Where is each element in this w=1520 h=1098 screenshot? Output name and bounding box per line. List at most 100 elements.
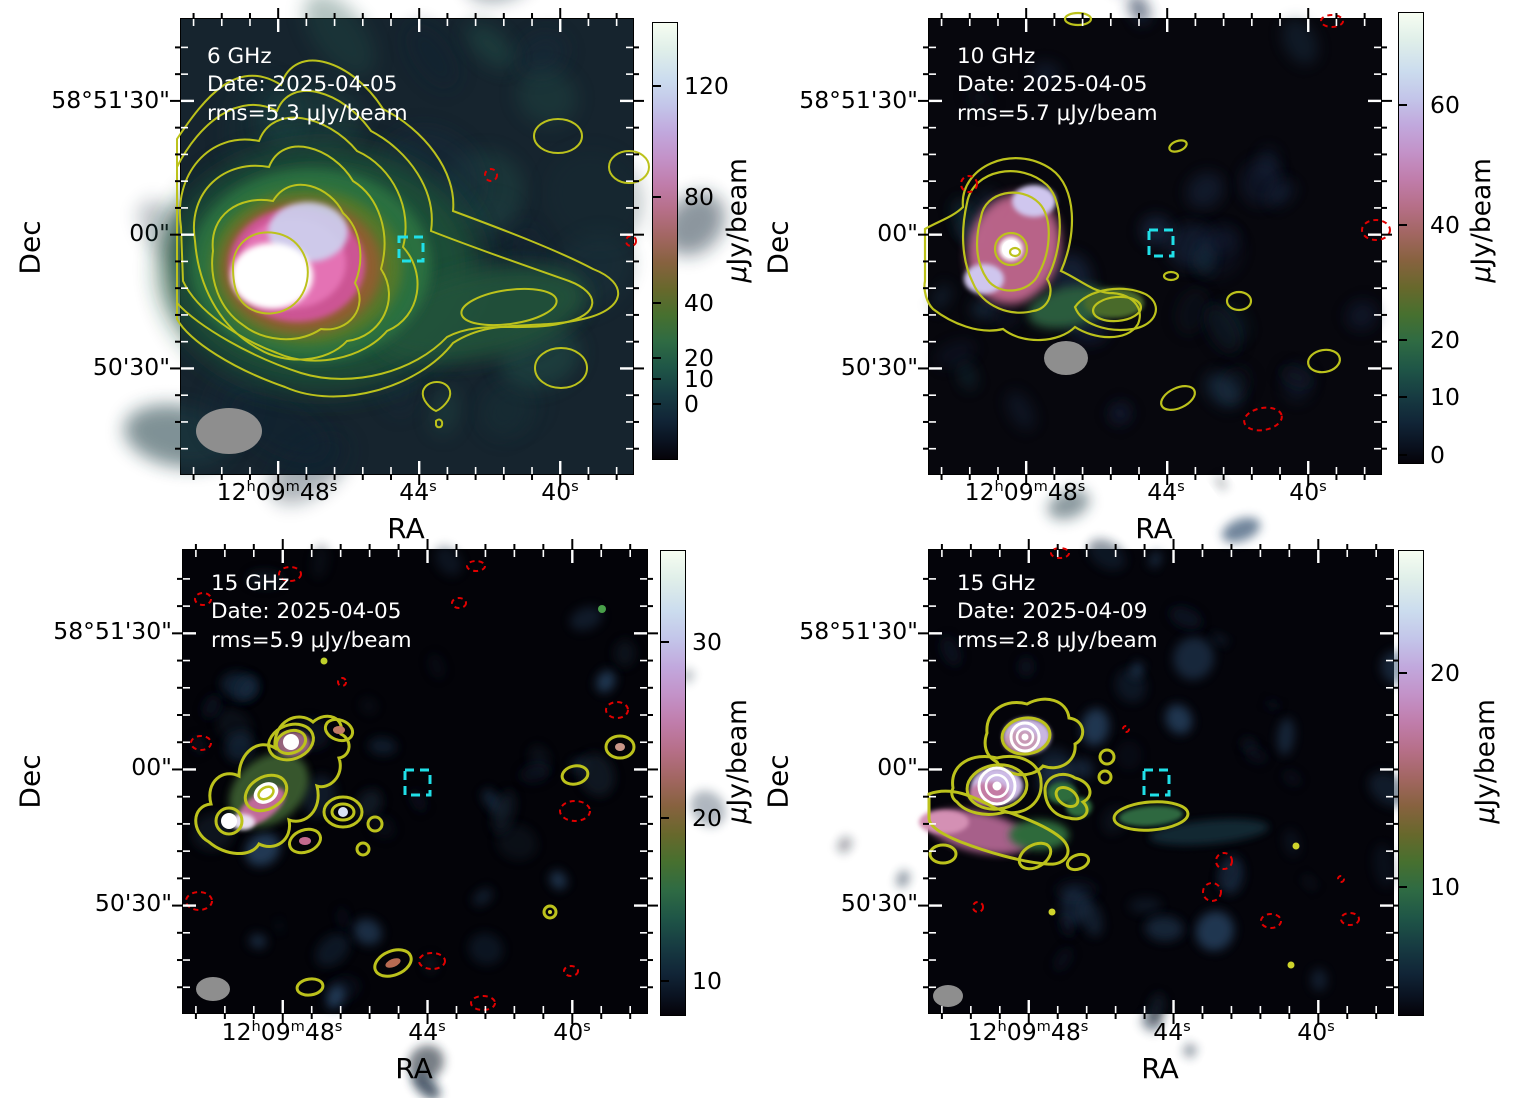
panel-15ghz-apr09: Dec 58°51'30" 00" 50'30" bbox=[760, 475, 1520, 1098]
radio-map-15ghz-apr09-image bbox=[837, 475, 1417, 1058]
frequency-label: 15 GHz bbox=[957, 571, 1036, 596]
y-tick-label: 58°51'30" bbox=[51, 86, 170, 114]
sky-map-10ghz: 10 GHz Date: 2025-04-05 rms=5.7 μJy/beam bbox=[918, 0, 1392, 520]
colorbar-tick bbox=[653, 403, 661, 405]
panel-annotation: 6 GHz Date: 2025-04-05 rms=5.3 μJy/beam bbox=[207, 43, 408, 128]
x-tick-label: 40s bbox=[1297, 1018, 1335, 1046]
colorbar-tick-label: 0 bbox=[684, 390, 699, 418]
colorbar-unit-label: μJy/beam bbox=[722, 699, 753, 824]
beam-ellipse bbox=[196, 977, 230, 1001]
positive-contours bbox=[176, 59, 650, 429]
x-tick-label: 12h09m48s bbox=[964, 478, 1086, 506]
y-axis-label: Dec bbox=[761, 754, 795, 809]
colorbar-tick-label: 20 bbox=[1430, 659, 1460, 687]
x-tick-label: 44s bbox=[1147, 478, 1185, 506]
x-axis-label: RA bbox=[1141, 1052, 1179, 1085]
y-tick-label: 00" bbox=[877, 219, 918, 247]
y-tick-label: 58°51'30" bbox=[53, 617, 172, 645]
y-tick-label: 00" bbox=[131, 753, 172, 781]
negative-contours bbox=[960, 14, 1391, 432]
sky-map-6ghz: 6 GHz Date: 2025-04-05 rms=5.3 μJy/beam bbox=[124, 0, 726, 504]
colorbar-tick bbox=[1399, 396, 1407, 398]
colorbar-tick-label: 60 bbox=[1430, 91, 1460, 119]
date-label: Date: 2025-04-05 bbox=[207, 72, 398, 98]
positive-contours bbox=[923, 11, 1341, 411]
colorbar-tick bbox=[653, 357, 661, 359]
radio-map-10ghz-image bbox=[918, 0, 1392, 520]
x-tick-label: 44s bbox=[399, 478, 437, 506]
colorbar bbox=[1398, 550, 1424, 1016]
colorbar-tick-label: 80 bbox=[684, 183, 714, 211]
colorbar-tick-label: 0 bbox=[1430, 441, 1445, 469]
rms-label: rms=5.7 μJy/beam bbox=[957, 100, 1158, 126]
frequency-label: 15 GHz bbox=[211, 571, 290, 596]
sky-map-15ghz-apr09: 15 GHz Date: 2025-04-09 rms=2.8 μJy/beam bbox=[837, 475, 1417, 1058]
colorbar-tick-label: 20 bbox=[692, 804, 722, 832]
y-axis-label: Dec bbox=[13, 754, 47, 809]
frequency-label: 6 GHz bbox=[207, 44, 272, 69]
x-tick-label: 40s bbox=[553, 1018, 591, 1046]
y-tick-label: 50'30" bbox=[94, 889, 172, 917]
date-label: Date: 2025-04-05 bbox=[957, 72, 1148, 98]
colorbar-tick bbox=[661, 980, 669, 982]
beam-ellipse bbox=[196, 408, 262, 454]
x-axis-label: RA bbox=[1135, 512, 1173, 545]
panel-6ghz: Dec 58°51'30" 00" 50'30" bbox=[0, 0, 760, 549]
positive-contours bbox=[194, 605, 636, 997]
x-tick-label: 12h09m48s bbox=[216, 478, 338, 506]
rms-label: rms=5.3 μJy/beam bbox=[207, 100, 408, 126]
colorbar-tick-label: 20 bbox=[1430, 326, 1460, 354]
beam-ellipse bbox=[1044, 341, 1088, 375]
panel-annotation: 10 GHz Date: 2025-04-05 rms=5.7 μJy/beam bbox=[957, 43, 1158, 128]
beam-ellipse bbox=[933, 985, 963, 1007]
radio-map-6ghz-image bbox=[124, 0, 726, 504]
colorbar-tick bbox=[1399, 454, 1407, 456]
colorbar-tick bbox=[653, 196, 661, 198]
colorbar-tick-label: 30 bbox=[692, 628, 722, 656]
y-tick-label: 50'30" bbox=[840, 889, 918, 917]
colorbar-tick bbox=[1399, 672, 1407, 674]
radio-map-15ghz-apr05-image bbox=[172, 539, 726, 1098]
colorbar-tick bbox=[653, 378, 661, 380]
positive-contours bbox=[927, 697, 1300, 969]
colorbar-tick bbox=[1399, 339, 1407, 341]
x-tick-label: 40s bbox=[1289, 478, 1327, 506]
colorbar-tick bbox=[653, 85, 661, 87]
aperture-box bbox=[403, 768, 432, 797]
colorbar-tick bbox=[1399, 104, 1407, 106]
y-tick-label: 58°51'30" bbox=[799, 617, 918, 645]
colorbar bbox=[660, 550, 686, 1016]
colorbar-unit-label: μJy/beam bbox=[1470, 699, 1501, 824]
colorbar-tick-label: 20 bbox=[684, 344, 714, 372]
x-tick-label: 12h09m48s bbox=[221, 1018, 343, 1046]
panel-annotation: 15 GHz Date: 2025-04-09 rms=2.8 μJy/beam bbox=[957, 570, 1158, 655]
colorbar-tick bbox=[661, 817, 669, 819]
date-label: Date: 2025-04-09 bbox=[957, 599, 1148, 625]
colorbar-unit-label: μJy/beam bbox=[722, 158, 753, 283]
colorbar-tick bbox=[1399, 224, 1407, 226]
rms-label: rms=5.9 μJy/beam bbox=[211, 627, 412, 653]
colorbar-tick-label: 10 bbox=[1430, 383, 1460, 411]
x-axis-label: RA bbox=[387, 512, 425, 545]
aperture-box bbox=[397, 235, 425, 263]
panel-10ghz: Dec 58°51'30" 00" 50'30" bbox=[760, 0, 1520, 549]
y-tick-label: 58°51'30" bbox=[799, 86, 918, 114]
colorbar-tick bbox=[1399, 886, 1407, 888]
rms-label: rms=2.8 μJy/beam bbox=[957, 627, 1158, 653]
negative-contours bbox=[972, 547, 1360, 929]
y-axis-label: Dec bbox=[761, 220, 795, 275]
colorbar-tick-label: 10 bbox=[684, 365, 714, 393]
y-tick-label: 50'30" bbox=[840, 353, 918, 381]
x-tick-label: 40s bbox=[541, 478, 579, 506]
colorbar-tick-label: 40 bbox=[1430, 211, 1460, 239]
date-label: Date: 2025-04-05 bbox=[211, 599, 402, 625]
colorbar-tick-label: 10 bbox=[692, 967, 722, 995]
sky-map-15ghz-apr05: 15 GHz Date: 2025-04-05 rms=5.9 μJy/beam bbox=[172, 539, 726, 1098]
colorbar-tick-label: 40 bbox=[684, 289, 714, 317]
x-tick-label: 44s bbox=[408, 1018, 446, 1046]
aperture-box bbox=[1147, 228, 1175, 258]
x-axis-label: RA bbox=[395, 1052, 433, 1085]
colorbar-tick bbox=[661, 641, 669, 643]
colorbar bbox=[652, 22, 678, 460]
